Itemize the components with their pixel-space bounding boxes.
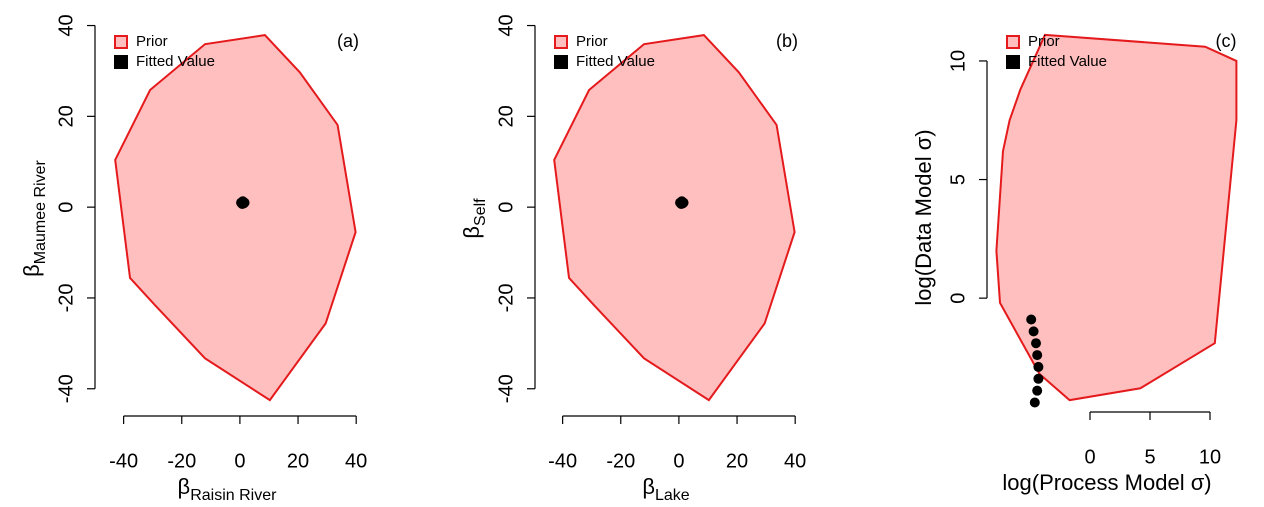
prior-region [995,33,1238,402]
legend-swatch [554,35,568,49]
x-label-sub: Lake [655,487,690,504]
y-tick-label: 0 [55,202,77,213]
y-label-sub: Maumee River [32,159,49,264]
y-tick-label: -40 [495,374,517,403]
x-label-main: β [178,474,191,499]
y-tick-label: -20 [55,284,77,313]
x-tick-label: 10 [1199,446,1221,468]
y-label-main: β [19,264,44,277]
y-tick-label: 20 [495,105,517,127]
y-tick-label: 40 [55,14,77,36]
legend-swatch [1006,35,1020,49]
y-tick-label: 5 [947,174,969,185]
y-label-sub: Self [472,198,489,226]
panel-label: (b) [776,31,798,51]
legend-label: Prior [576,33,608,50]
y-tick-label: 10 [947,50,969,72]
prior-region [114,34,357,402]
y-tick-label: -20 [495,284,517,313]
x-label-main: β [642,474,655,499]
fitted-point [1032,385,1043,396]
y-tick-label: -40 [55,374,77,403]
x-tick-label: -40 [109,450,138,472]
legend-label: Fitted Value [576,53,655,70]
legend-swatch [554,55,568,69]
x-tick-label: 0 [673,450,684,472]
y-tick-label: 0 [495,202,517,213]
y-tick-label: 20 [55,105,77,127]
y-tick-label: 0 [947,293,969,304]
legend-label: Prior [1028,33,1060,50]
legend-swatch [114,55,128,69]
legend-swatch [1006,55,1020,69]
x-axis-label: log(Process Model σ) [1002,470,1211,495]
legend-label: Prior [136,33,168,50]
fitted-point [1032,350,1043,361]
x-tick-label: 0 [1084,446,1095,468]
x-tick-label: 40 [784,450,806,472]
legend-label: Fitted Value [136,53,215,70]
legend-swatch [114,35,128,49]
x-tick-label: 5 [1144,446,1155,468]
x-tick-label: -40 [548,450,577,472]
y-axis-label: log(Data Model σ) [911,129,936,305]
panel-label: (a) [337,31,359,51]
x-tick-label: 0 [234,450,245,472]
x-tick-label: 40 [345,450,367,472]
x-tick-label: -20 [167,450,196,472]
x-tick-label: -20 [606,450,635,472]
fitted-point [1033,361,1044,372]
x-tick-label: 20 [726,450,748,472]
y-axis-label: βSelf [459,198,489,239]
fitted-point [1031,338,1041,349]
y-label-main: log(Data Model σ) [911,129,936,305]
fitted-point [1028,326,1039,337]
x-label-sub: Raisin River [190,487,277,504]
prior-region [553,34,796,402]
panel-label: (c) [1216,31,1237,51]
y-tick-label: 40 [495,14,517,36]
y-axis-label: βMaumee River [19,159,49,276]
fitted-point [1026,314,1037,325]
y-label-main: β [459,226,484,239]
x-label-main: log(Process Model σ) [1002,470,1211,495]
x-axis-label: βLake [642,474,689,504]
fitted-point [1029,397,1040,408]
legend-label: Fitted Value [1028,53,1107,70]
fitted-point [1033,373,1044,384]
x-tick-label: 20 [287,450,309,472]
fitted-point [677,198,688,209]
x-axis-label: βRaisin River [178,474,278,504]
fitted-point [238,198,249,209]
